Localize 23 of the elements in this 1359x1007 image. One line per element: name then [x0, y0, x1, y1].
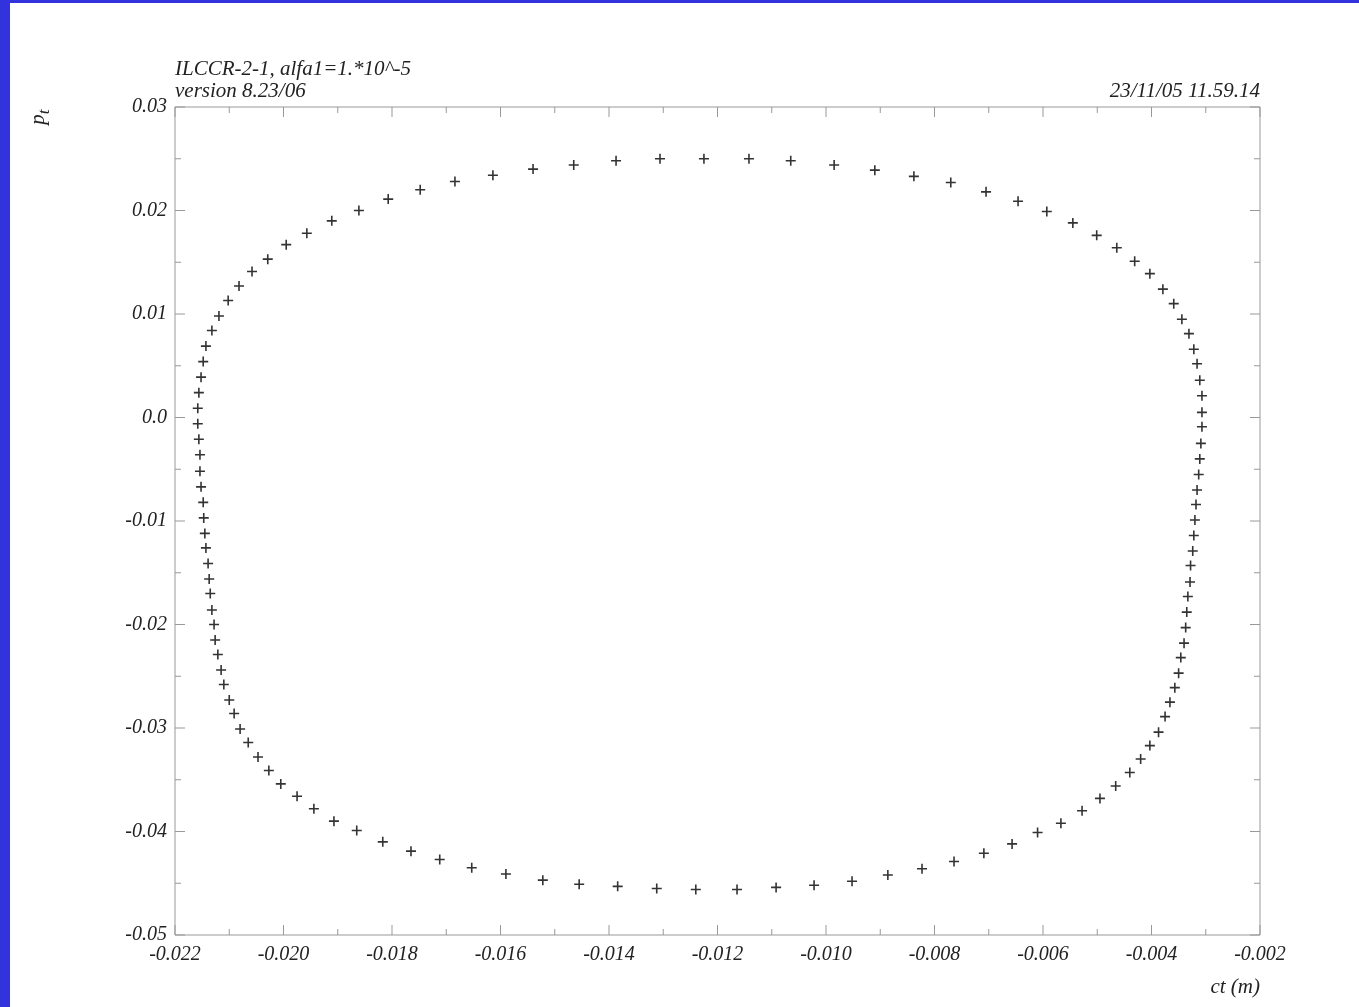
x-tick-label: -0.016 — [474, 942, 527, 965]
x-tick-label: -0.022 — [149, 942, 201, 965]
x-tick-label: -0.018 — [366, 942, 418, 965]
x-tick-label: -0.004 — [1125, 942, 1178, 965]
y-tick-label: -0.05 — [125, 922, 167, 945]
x-tick-label: -0.014 — [583, 942, 635, 965]
x-tick-label: -0.006 — [1017, 942, 1069, 965]
x-axis-title: ct (m) — [1210, 974, 1260, 998]
x-tick-label: -0.002 — [1234, 942, 1286, 965]
y-tick-label: 0.03 — [132, 94, 167, 117]
y-tick-label: -0.02 — [125, 611, 167, 634]
x-tick-label: -0.012 — [691, 942, 744, 965]
y-tick-label: 0.02 — [132, 197, 167, 220]
x-tick-label: -0.020 — [257, 942, 310, 965]
y-tick-label: 0.0 — [142, 404, 167, 427]
y-tick-label: -0.04 — [125, 818, 167, 841]
chart-title: ILCCR-2-1, alfa1=1.*10^-5 — [175, 56, 411, 80]
y-tick-label: -0.01 — [125, 508, 167, 531]
x-tick-label: -0.008 — [908, 942, 961, 965]
y-tick-label: -0.03 — [125, 715, 167, 738]
x-tick-label: -0.010 — [800, 942, 852, 965]
text: 23/11/05 11.59.14 — [1109, 78, 1260, 102]
y-tick-label: 0.01 — [132, 301, 167, 324]
